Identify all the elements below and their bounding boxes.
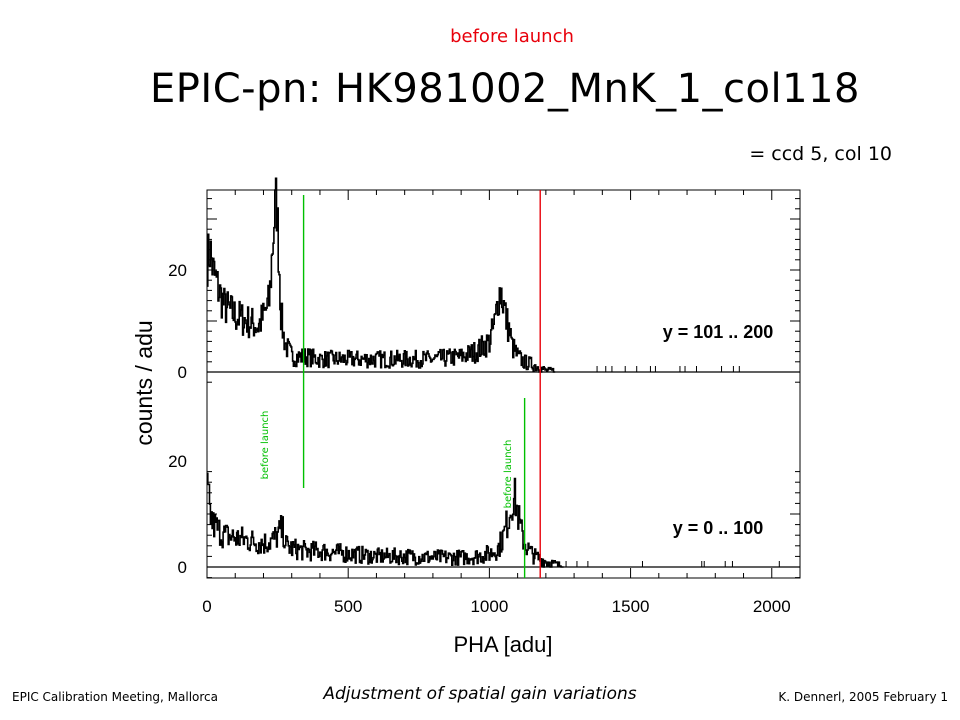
y-axis-label: counts / adu <box>131 320 157 445</box>
slide-top-note: before launch <box>450 26 574 47</box>
footer-left: EPIC Calibration Meeting, Mallorca <box>12 690 219 704</box>
bottom-spectrum-line <box>207 472 564 568</box>
footer-right: K. Dennerl, 2005 February 1 <box>778 690 948 704</box>
y-tick-label: 0 <box>178 363 187 382</box>
x-tick-label: 500 <box>334 597 362 616</box>
plot-frame <box>206 189 801 579</box>
bottom-panel-label: y = 0 .. 100 <box>673 518 764 538</box>
y-tick-label: 20 <box>168 452 187 471</box>
x-tick-label: 0 <box>202 597 211 616</box>
y-tick-label: 0 <box>178 558 187 577</box>
x-tick-label: 1000 <box>470 597 508 616</box>
x-axis-label: PHA [adu] <box>453 632 552 657</box>
footer-center: Adjustment of spatial gain variations <box>323 684 637 704</box>
slide-title: EPIC-pn: HK981002_MnK_1_col118 <box>150 66 860 112</box>
top-spectrum-line <box>207 177 556 373</box>
slide-subtitle: = ccd 5, col 10 <box>749 143 892 165</box>
y-tick-label: 20 <box>168 261 187 280</box>
x-tick-label: 1500 <box>612 597 650 616</box>
green-line-label-bottom: before launch <box>503 440 514 509</box>
x-tick-label: 2000 <box>753 597 791 616</box>
top-panel-label: y = 101 .. 200 <box>663 322 774 342</box>
green-line-label-top: before launch <box>260 411 271 480</box>
